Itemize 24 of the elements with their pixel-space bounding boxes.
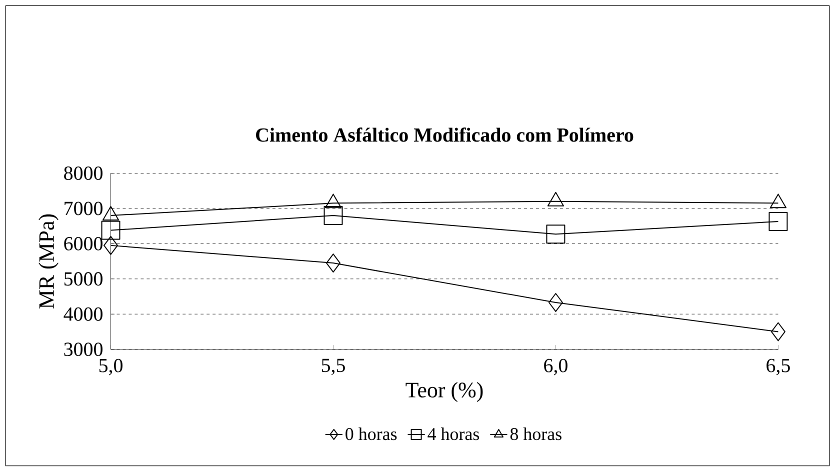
- point: [546, 224, 566, 244]
- point: [326, 253, 340, 272]
- point: [101, 220, 120, 240]
- point: [770, 322, 786, 341]
- legend-label: 8 horas: [510, 427, 562, 440]
- legend-label: 4 horas: [428, 427, 480, 440]
- y-tick-label: 8000: [64, 166, 102, 180]
- y-tick-label: 4000: [64, 307, 102, 321]
- point: [548, 292, 563, 312]
- y-tick-label: 3000: [64, 342, 102, 356]
- x-tick-label: 6,5: [766, 358, 790, 375]
- legend-label: 0 horas: [346, 427, 397, 440]
- y-tick-label: 6000: [64, 236, 102, 250]
- y-axis-title: MR (MPa): [38, 214, 58, 308]
- x-axis-title: Teor (%): [406, 382, 483, 402]
- y-tick-label: 7000: [64, 202, 102, 215]
- point: [324, 206, 343, 225]
- x-tick-label: 6,0: [544, 358, 568, 375]
- chart-title: Cimento Asfáltico Modificado com Polímero: [256, 127, 634, 142]
- x-tick-label: 5,0: [99, 358, 122, 375]
- y-tick-label: 5000: [64, 272, 102, 286]
- x-tick-label: 5,5: [322, 358, 345, 375]
- point: [104, 236, 118, 255]
- point: [768, 212, 788, 231]
